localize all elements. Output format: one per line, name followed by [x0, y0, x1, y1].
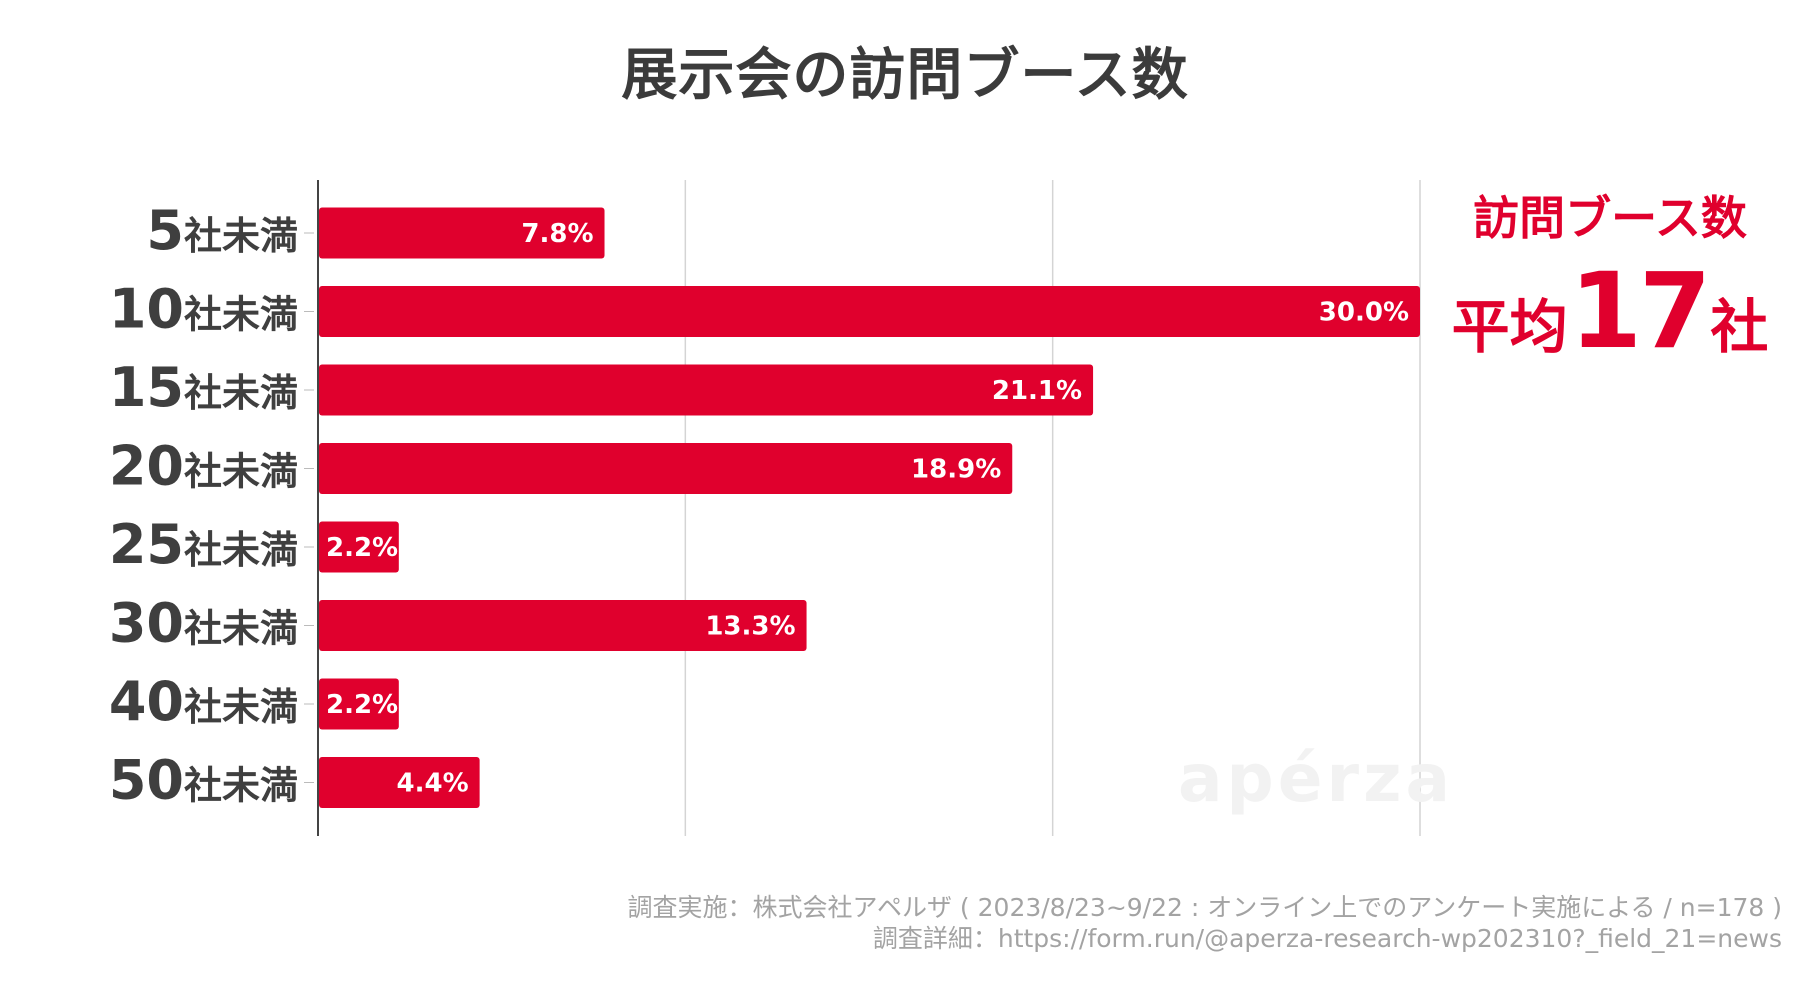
category-number-3: 20 [109, 435, 184, 498]
bar-1 [319, 286, 1420, 337]
category-number-6: 40 [109, 670, 184, 733]
category-label-6: 40社未満 [109, 670, 298, 733]
bar-value-label-3: 18.9% [911, 455, 1001, 485]
source-line-2: 調査詳細：https://form.run/@aperza-research-w… [872, 924, 1782, 953]
category-number-0: 5 [146, 199, 184, 262]
bar-value-label-5: 13.3% [705, 612, 795, 642]
category-suffix-1: 社未満 [184, 293, 298, 337]
category-label-4: 25社未満 [109, 513, 298, 576]
average-value: 平均17社 [1440, 256, 1780, 397]
bar-value-label-4: 2.2% [326, 533, 398, 563]
bar-2 [319, 364, 1094, 416]
category-number-5: 30 [109, 592, 184, 655]
average-label: 訪問ブース数 [1473, 191, 1747, 245]
bar-7 [319, 757, 480, 808]
category-suffix-7: 社未満 [184, 764, 298, 808]
average-number: 17 [1569, 250, 1712, 372]
category-suffix-5: 社未満 [184, 607, 298, 651]
category-number-4: 25 [109, 513, 184, 576]
category-label-7: 50社未満 [109, 749, 298, 812]
average-suffix: 社 [1710, 293, 1769, 361]
category-label-5: 30社未満 [109, 592, 298, 655]
bar-value-label-7: 4.4% [397, 769, 469, 799]
category-number-7: 50 [109, 749, 184, 812]
category-suffix-6: 社未満 [184, 685, 298, 729]
category-suffix-2: 社未満 [184, 371, 298, 415]
bar-0 [319, 207, 605, 259]
category-label-3: 20社未満 [109, 435, 298, 498]
bar-value-label-6: 2.2% [326, 690, 398, 720]
average-prefix: 平均 [1451, 293, 1568, 361]
source-note: 調査実施：株式会社アペルザ ( 2023/8/23~9/22 : オンライン上で… [627, 892, 1782, 954]
bar-6 [319, 678, 399, 730]
category-suffix-4: 社未満 [184, 528, 298, 572]
category-label-0: 5社未満 [146, 199, 298, 262]
category-number-2: 15 [109, 356, 184, 419]
category-suffix-0: 社未満 [184, 214, 298, 258]
bar-value-label-2: 21.1% [992, 376, 1082, 406]
bar-value-label-1: 30.0% [1319, 298, 1409, 328]
brand-watermark: apérza [1178, 740, 1455, 817]
category-label-1: 10社未満 [109, 278, 298, 341]
bar-5 [319, 600, 807, 651]
source-line-1: 調査実施：株式会社アペルザ ( 2023/8/23~9/22 : オンライン上で… [627, 893, 1782, 922]
bar-3 [319, 443, 1013, 494]
bar-value-label-0: 7.8% [521, 219, 593, 249]
category-number-1: 10 [109, 278, 184, 341]
category-suffix-3: 社未満 [184, 450, 298, 494]
category-label-2: 15社未満 [109, 356, 298, 419]
bar-4 [319, 521, 399, 573]
chart-title: 展示会の訪問ブース数 [621, 43, 1189, 108]
average-callout: 訪問ブース数 平均17社 [1440, 188, 1780, 397]
